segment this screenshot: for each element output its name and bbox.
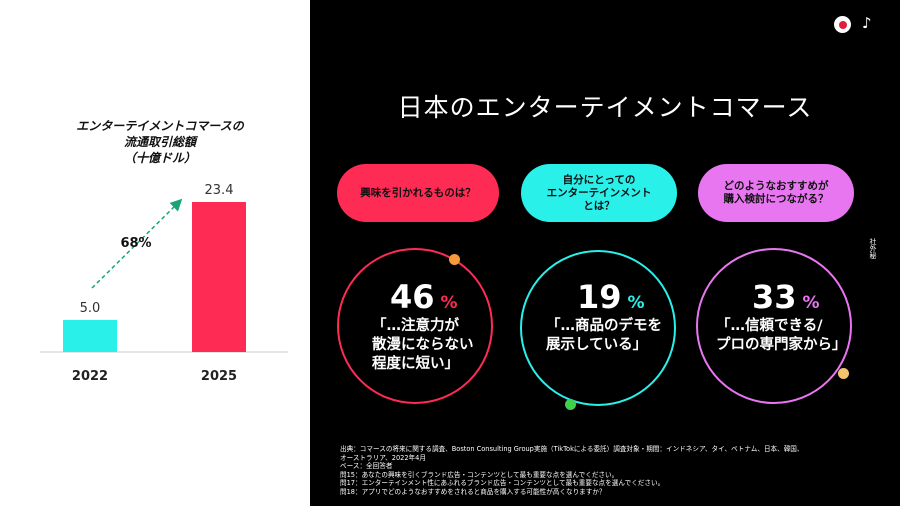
bar [192, 202, 246, 352]
note-line: オーストラリア、2022年4月 [340, 453, 426, 462]
source-notes: 出典：コマースの将来に関する調査、Boston Consulting Group… [340, 445, 880, 497]
category-label: 2022 [72, 369, 108, 384]
note-line: 問18：アプリでどのようなおすすめをされると商品を購入する可能性が高くなりますか… [340, 487, 606, 496]
quote-line: 「…商品のデモを [546, 318, 662, 334]
japan-flag-icon [834, 16, 851, 33]
chart-title: エンターテイメントコマースの 流通取引総額 （十億ドル） [40, 118, 280, 166]
stat-ring [520, 250, 676, 406]
stat-quote: 「…注意力が 散漫にならない 程度に短い」 [372, 317, 474, 374]
note-line: 問17：エンターテインメント性にあふれるブランド広告・コンテンツとして最も重要な… [340, 479, 665, 488]
category-label: 2025 [201, 369, 237, 384]
growth-label: 68% [120, 236, 151, 251]
question-line: 興味を引かれるものは？ [360, 186, 476, 199]
quote-line: 「…信頼できる/ [716, 318, 823, 334]
stat-percentage: 33% [752, 278, 820, 316]
question-line: 自分にとっての [562, 173, 636, 186]
stat-quote: 「…信頼できる/ プロの専門家から」 [716, 317, 847, 355]
quote-line: プロの専門家から」 [716, 337, 847, 353]
stat-value: 19 [577, 278, 622, 316]
question-line: エンターテインメント [546, 186, 652, 199]
confidential-label: 社外秘 [869, 238, 877, 259]
stat-percentage: 19% [577, 278, 645, 316]
percent-sign: % [802, 293, 820, 313]
quote-line: 「…注意力が [372, 318, 459, 334]
note-line: 問15：あなたの興味を引くブランド広告・コンテンツとして最も重要な点を選んでくだ… [340, 470, 619, 479]
bar [63, 319, 117, 352]
ring-dot [565, 399, 576, 410]
chart-panel: エンターテイメントコマースの 流通取引総額 （十億ドル） 5.0 2022 23.4… [0, 0, 310, 506]
stat-value: 46 [390, 278, 435, 316]
quote-line: 散漫にならない [372, 337, 474, 353]
question-pill-interest: 興味を引かれるものは？ [337, 164, 499, 222]
question-line: 購入検討につながる？ [723, 193, 829, 205]
stat-value: 33 [752, 278, 797, 316]
note-line: 出典：コマースの将来に関する調査、Boston Consulting Group… [340, 445, 804, 453]
page-title: 日本のエンターテイメントコマース [397, 93, 813, 122]
chart-title-line: （十億ドル） [123, 151, 196, 165]
percent-sign: % [627, 293, 645, 313]
stat-percentage: 46% [390, 278, 458, 316]
info-panel: ♪ 日本のエンターテイメントコマース 興味を引かれるものは？ 自分にとっての エ… [310, 0, 900, 506]
tiktok-logo-icon: ♪ [862, 14, 872, 32]
question-line: とは？ [583, 199, 615, 212]
stat-ring [337, 248, 493, 404]
question-pill-recommendation: どのようなおすすめが 購入検討につながる？ [698, 164, 854, 222]
question-line: どのようなおすすめが [723, 180, 829, 192]
bar-chart: 5.0 2022 23.4 2025 68% [40, 183, 288, 384]
bar-value-label: 23.4 [205, 183, 234, 198]
note-line: ベース：全回答者 [340, 462, 393, 471]
quote-line: 展示している」 [546, 337, 648, 353]
stat-ring [696, 248, 852, 404]
percent-sign: % [440, 293, 458, 313]
chart-title-line: 流通取引総額 [123, 135, 196, 149]
ring-dot [838, 368, 849, 379]
chart-title-line: エンターテイメントコマースの [76, 119, 244, 133]
ring-dot [449, 254, 460, 265]
question-pill-entertainment: 自分にとっての エンターテインメント とは？ [521, 164, 677, 222]
bar-value-label: 5.0 [80, 301, 101, 316]
quote-line: 程度に短い」 [372, 356, 459, 372]
growth-arrow [91, 198, 183, 289]
stat-quote: 「…商品のデモを 展示している」 [546, 317, 662, 355]
